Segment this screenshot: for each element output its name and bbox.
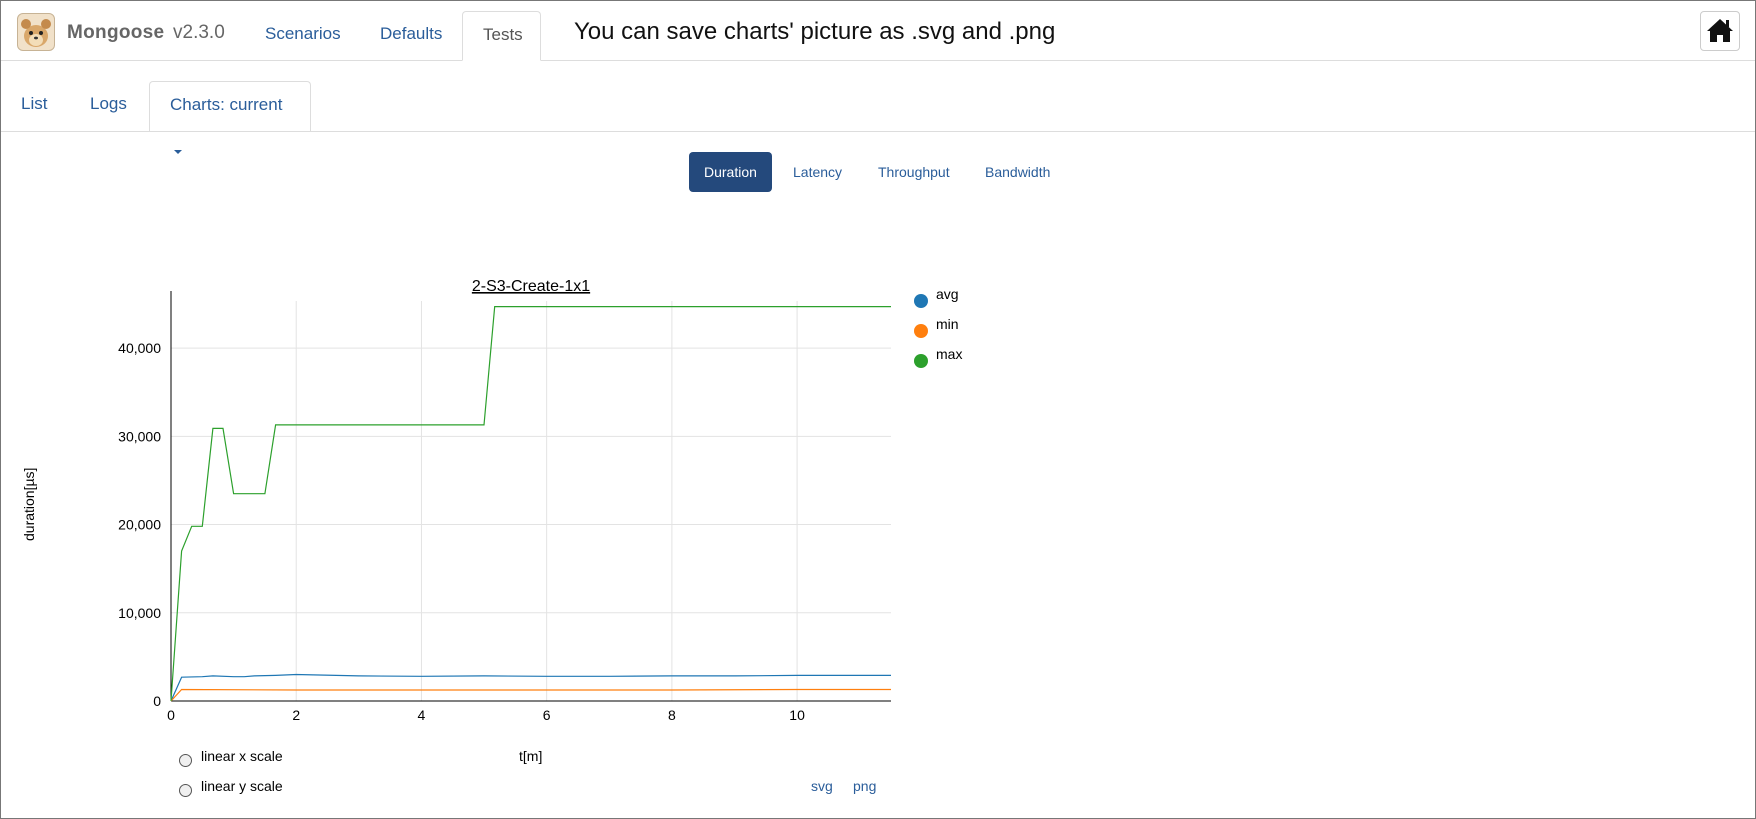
y-tick-label: 30,000 <box>118 428 161 444</box>
metric-duration-button[interactable]: Duration <box>689 152 772 192</box>
save-svg-link[interactable]: svg <box>811 778 833 794</box>
legend-label-min: min <box>936 316 959 332</box>
x-tick-label: 2 <box>292 707 300 723</box>
home-icon <box>1707 19 1733 42</box>
series-line-avg <box>170 673 891 702</box>
metric-latency-button[interactable]: Latency <box>793 164 843 180</box>
y-tick-label: 10,000 <box>118 605 161 621</box>
version-label: v2.3.0 <box>173 22 225 43</box>
home-button[interactable] <box>1700 11 1740 51</box>
caret-down-icon <box>174 149 182 154</box>
y-tick-label: 40,000 <box>118 340 161 356</box>
metric-bandwidth-button[interactable]: Bandwidth <box>985 164 1051 180</box>
legend-marker-avg <box>914 294 928 308</box>
legend-marker-min <box>914 324 928 338</box>
subnav-divider <box>1 131 1755 132</box>
save-png-link[interactable]: png <box>853 778 877 794</box>
linear-x-scale-label: linear x scale <box>201 748 283 764</box>
linear-y-scale-label: linear y scale <box>201 778 283 794</box>
y-tick-label: 0 <box>153 693 161 709</box>
mongoose-logo-icon[interactable] <box>17 13 55 51</box>
tab-charts-dropdown[interactable]: Charts: current <box>149 81 311 154</box>
legend-label-max: max <box>936 346 962 362</box>
tab-scenarios[interactable]: Scenarios <box>265 24 341 43</box>
tab-list[interactable]: List <box>21 94 48 113</box>
legend-marker-max <box>914 354 928 368</box>
x-tick-label: 0 <box>167 707 175 723</box>
save-hint-text: You can save charts' picture as .svg and… <box>574 18 1056 45</box>
linear-y-scale-radio[interactable] <box>179 784 192 797</box>
series-line-max <box>170 305 891 702</box>
x-tick-label: 10 <box>789 707 805 723</box>
x-tick-label: 4 <box>418 707 426 723</box>
tab-tests[interactable]: Tests <box>462 11 541 61</box>
linear-x-scale-radio[interactable] <box>179 754 192 767</box>
x-tick-label: 6 <box>543 707 551 723</box>
top-navbar: Mongoose v2.3.0 Scenarios Defaults Tests… <box>1 1 1755 61</box>
brand-name: Mongoose <box>67 22 165 43</box>
charts-dropdown-label: Charts: current <box>170 95 283 114</box>
tab-logs[interactable]: Logs <box>90 94 127 113</box>
duration-chart: 0 2 4 6 8 10 0 10,000 20,000 30,000 40,000 2-S3-Cre… <box>118 278 962 723</box>
legend-label-avg: avg <box>936 286 959 302</box>
metric-throughput-button[interactable]: Throughput <box>878 164 950 180</box>
x-axis-label: t[m] <box>519 748 543 764</box>
y-tick-label: 20,000 <box>118 517 161 533</box>
x-tick-label: 8 <box>668 707 676 723</box>
series-line-min <box>170 688 891 702</box>
chart-title: 2-S3-Create-1x1 <box>472 278 590 295</box>
tab-defaults[interactable]: Defaults <box>380 24 443 43</box>
